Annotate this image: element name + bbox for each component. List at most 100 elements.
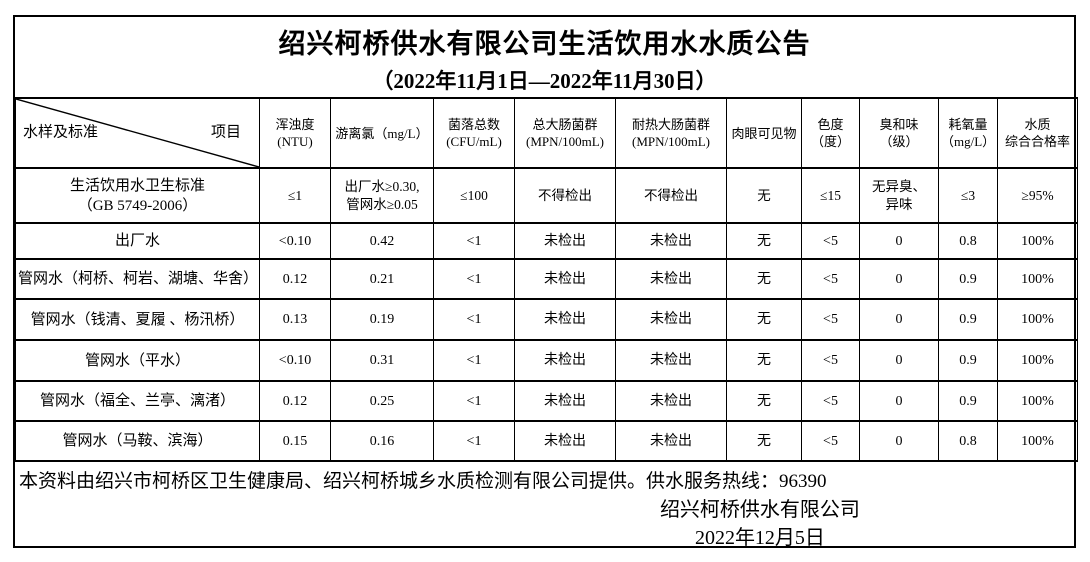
value-cell: 无 bbox=[726, 380, 802, 422]
column-header: 水质 综合合格率 bbox=[997, 97, 1078, 169]
value-cell: 0.31 bbox=[330, 339, 434, 382]
value-cell: <5 bbox=[801, 339, 860, 382]
footer-signature: 绍兴柯桥供水有限公司 bbox=[659, 499, 860, 521]
value-cell: 0.9 bbox=[938, 380, 998, 422]
corner-header-cell: 水样及标准 项目 bbox=[15, 97, 260, 169]
table-body: 生活饮用水卫生标准 （GB 5749-2006） ≤1 出厂水≥0.30, 管网水≥… bbox=[15, 167, 1078, 462]
footer-block: 本资料由绍兴市柯桥区卫生健康局、绍兴柯桥城乡水质检测有限公司提供。供水服务热线：… bbox=[15, 462, 1074, 551]
row-label-cell: 管网水（钱清、夏履 、杨汛桥） bbox=[15, 298, 260, 341]
header-row: 水样及标准 项目 浑浊度 (NTU) 游离氯（mg/L） 菌落总数 (CFU/mL)… bbox=[15, 97, 1078, 169]
value-cell: <5 bbox=[801, 380, 860, 422]
title-block: 绍兴柯桥供水有限公司生活饮用水水质公告 （2022年11月1日—2022年11月… bbox=[15, 17, 1074, 97]
value-cell: <1 bbox=[433, 298, 515, 341]
value-cell: <5 bbox=[801, 420, 860, 462]
value-cell: 出厂水≥0.30, 管网水≥0.05 bbox=[330, 167, 434, 224]
value-cell: 0.15 bbox=[259, 420, 331, 462]
value-cell: 100% bbox=[997, 420, 1078, 462]
value-cell: 0.12 bbox=[259, 258, 331, 300]
standard-row: 生活饮用水卫生标准 （GB 5749-2006） ≤1 出厂水≥0.30, 管网水≥… bbox=[15, 167, 1078, 224]
value-cell: 未检出 bbox=[514, 298, 616, 341]
value-cell: 100% bbox=[997, 380, 1078, 422]
quality-table: 水样及标准 项目 浑浊度 (NTU) 游离氯（mg/L） 菌落总数 (CFU/mL)… bbox=[15, 97, 1078, 462]
value-cell: 100% bbox=[997, 339, 1078, 382]
value-cell: ≥95% bbox=[997, 167, 1078, 224]
column-header: 臭和味 （级） bbox=[859, 97, 939, 169]
value-cell: ≤100 bbox=[433, 167, 515, 224]
value-cell: 0.9 bbox=[938, 298, 998, 341]
value-cell: <0.10 bbox=[259, 222, 331, 260]
value-cell: 未检出 bbox=[514, 339, 616, 382]
value-cell: <1 bbox=[433, 222, 515, 260]
value-cell: 0 bbox=[859, 222, 939, 260]
value-cell: 100% bbox=[997, 258, 1078, 300]
value-cell: <5 bbox=[801, 258, 860, 300]
footer-date: 2022年12月5日 bbox=[694, 527, 825, 549]
value-cell: <1 bbox=[433, 339, 515, 382]
column-header: 耐热大肠菌群 (MPN/100mL) bbox=[615, 97, 727, 169]
value-cell: 未检出 bbox=[615, 339, 727, 382]
value-cell: 无异臭、 异味 bbox=[859, 167, 939, 224]
column-header: 色度 （度） bbox=[801, 97, 860, 169]
value-cell: <1 bbox=[433, 258, 515, 300]
value-cell: 未检出 bbox=[615, 380, 727, 422]
page-title: 绍兴柯桥供水有限公司生活饮用水水质公告 bbox=[278, 29, 811, 59]
value-cell: 无 bbox=[726, 222, 802, 260]
value-cell: 无 bbox=[726, 420, 802, 462]
value-cell: 无 bbox=[726, 339, 802, 382]
row-label-cell: 生活饮用水卫生标准 （GB 5749-2006） bbox=[15, 167, 260, 224]
value-cell: 无 bbox=[726, 258, 802, 300]
value-cell: 无 bbox=[726, 298, 802, 341]
value-cell: 0 bbox=[859, 298, 939, 341]
value-cell: <0.10 bbox=[259, 339, 331, 382]
row-label-cell: 出厂水 bbox=[15, 222, 260, 260]
date-range: （2022年11月1日—2022年11月30日） bbox=[372, 69, 717, 93]
row-label-cell: 管网水（福全、兰亭、漓渚） bbox=[15, 380, 260, 422]
value-cell: 未检出 bbox=[615, 298, 727, 341]
value-cell: 未检出 bbox=[615, 222, 727, 260]
row-label-cell: 管网水（平水） bbox=[15, 339, 260, 382]
value-cell: 不得检出 bbox=[615, 167, 727, 224]
table-row: 管网水（马鞍、滨海） 0.15 0.16 <1 未检出 未检出无 <5 0 0.8 100% bbox=[15, 420, 1078, 462]
value-cell: 未检出 bbox=[615, 420, 727, 462]
table-row: 管网水（柯桥、柯岩、湖塘、华舍） 0.12 0.21 <1 未检出 未检出无 <5 0 0.9 1… bbox=[15, 258, 1078, 300]
value-cell: 100% bbox=[997, 222, 1078, 260]
value-cell: 未检出 bbox=[514, 222, 616, 260]
value-cell: ≤1 bbox=[259, 167, 331, 224]
column-header: 肉眼可见物 bbox=[726, 97, 802, 169]
value-cell: 0.12 bbox=[259, 380, 331, 422]
value-cell: 无 bbox=[726, 167, 802, 224]
corner-label-item: 项目 bbox=[210, 124, 241, 141]
column-header: 浑浊度 (NTU) bbox=[259, 97, 331, 169]
value-cell: 0.21 bbox=[330, 258, 434, 300]
value-cell: 未检出 bbox=[514, 380, 616, 422]
value-cell: 0.8 bbox=[938, 420, 998, 462]
value-cell: 0.16 bbox=[330, 420, 434, 462]
water-quality-notice: 绍兴柯桥供水有限公司生活饮用水水质公告 （2022年11月1日—2022年11月… bbox=[13, 15, 1078, 551]
value-cell: 0 bbox=[859, 420, 939, 462]
value-cell: 0.42 bbox=[330, 222, 434, 260]
value-cell: ≤15 bbox=[801, 167, 860, 224]
table-row: 出厂水 <0.10 0.42 <1 未检出 未检出无 <5 0 0.8 100% bbox=[15, 222, 1078, 260]
column-header: 菌落总数 (CFU/mL) bbox=[433, 97, 515, 169]
column-header: 总大肠菌群 (MPN/100mL) bbox=[514, 97, 616, 169]
row-label-cell: 管网水（马鞍、滨海） bbox=[15, 420, 260, 462]
corner-label-sample: 水样及标准 bbox=[23, 124, 99, 141]
value-cell: <5 bbox=[801, 222, 860, 260]
value-cell: ≤3 bbox=[938, 167, 998, 224]
column-header: 耗氧量 （mg/L） bbox=[938, 97, 998, 169]
value-cell: 未检出 bbox=[615, 258, 727, 300]
value-cell: 0.19 bbox=[330, 298, 434, 341]
value-cell: 0.9 bbox=[938, 258, 998, 300]
value-cell: 0.9 bbox=[938, 339, 998, 382]
diagonal-line bbox=[16, 99, 259, 167]
value-cell: 0 bbox=[859, 380, 939, 422]
value-cell: 不得检出 bbox=[514, 167, 616, 224]
signature-block: 绍兴柯桥供水有限公司 2022年12月5日 bbox=[450, 497, 1070, 551]
table-row: 管网水（福全、兰亭、漓渚） 0.12 0.25 <1 未检出 未检出无 <5 0 0.9 100% bbox=[15, 380, 1078, 422]
value-cell: 0 bbox=[859, 258, 939, 300]
value-cell: <1 bbox=[433, 380, 515, 422]
table-row: 管网水（钱清、夏履 、杨汛桥） 0.13 0.19 <1 未检出 未检出无 <5 0 0.9 10… bbox=[15, 298, 1078, 341]
value-cell: 未检出 bbox=[514, 420, 616, 462]
value-cell: <5 bbox=[801, 298, 860, 341]
value-cell: 未检出 bbox=[514, 258, 616, 300]
